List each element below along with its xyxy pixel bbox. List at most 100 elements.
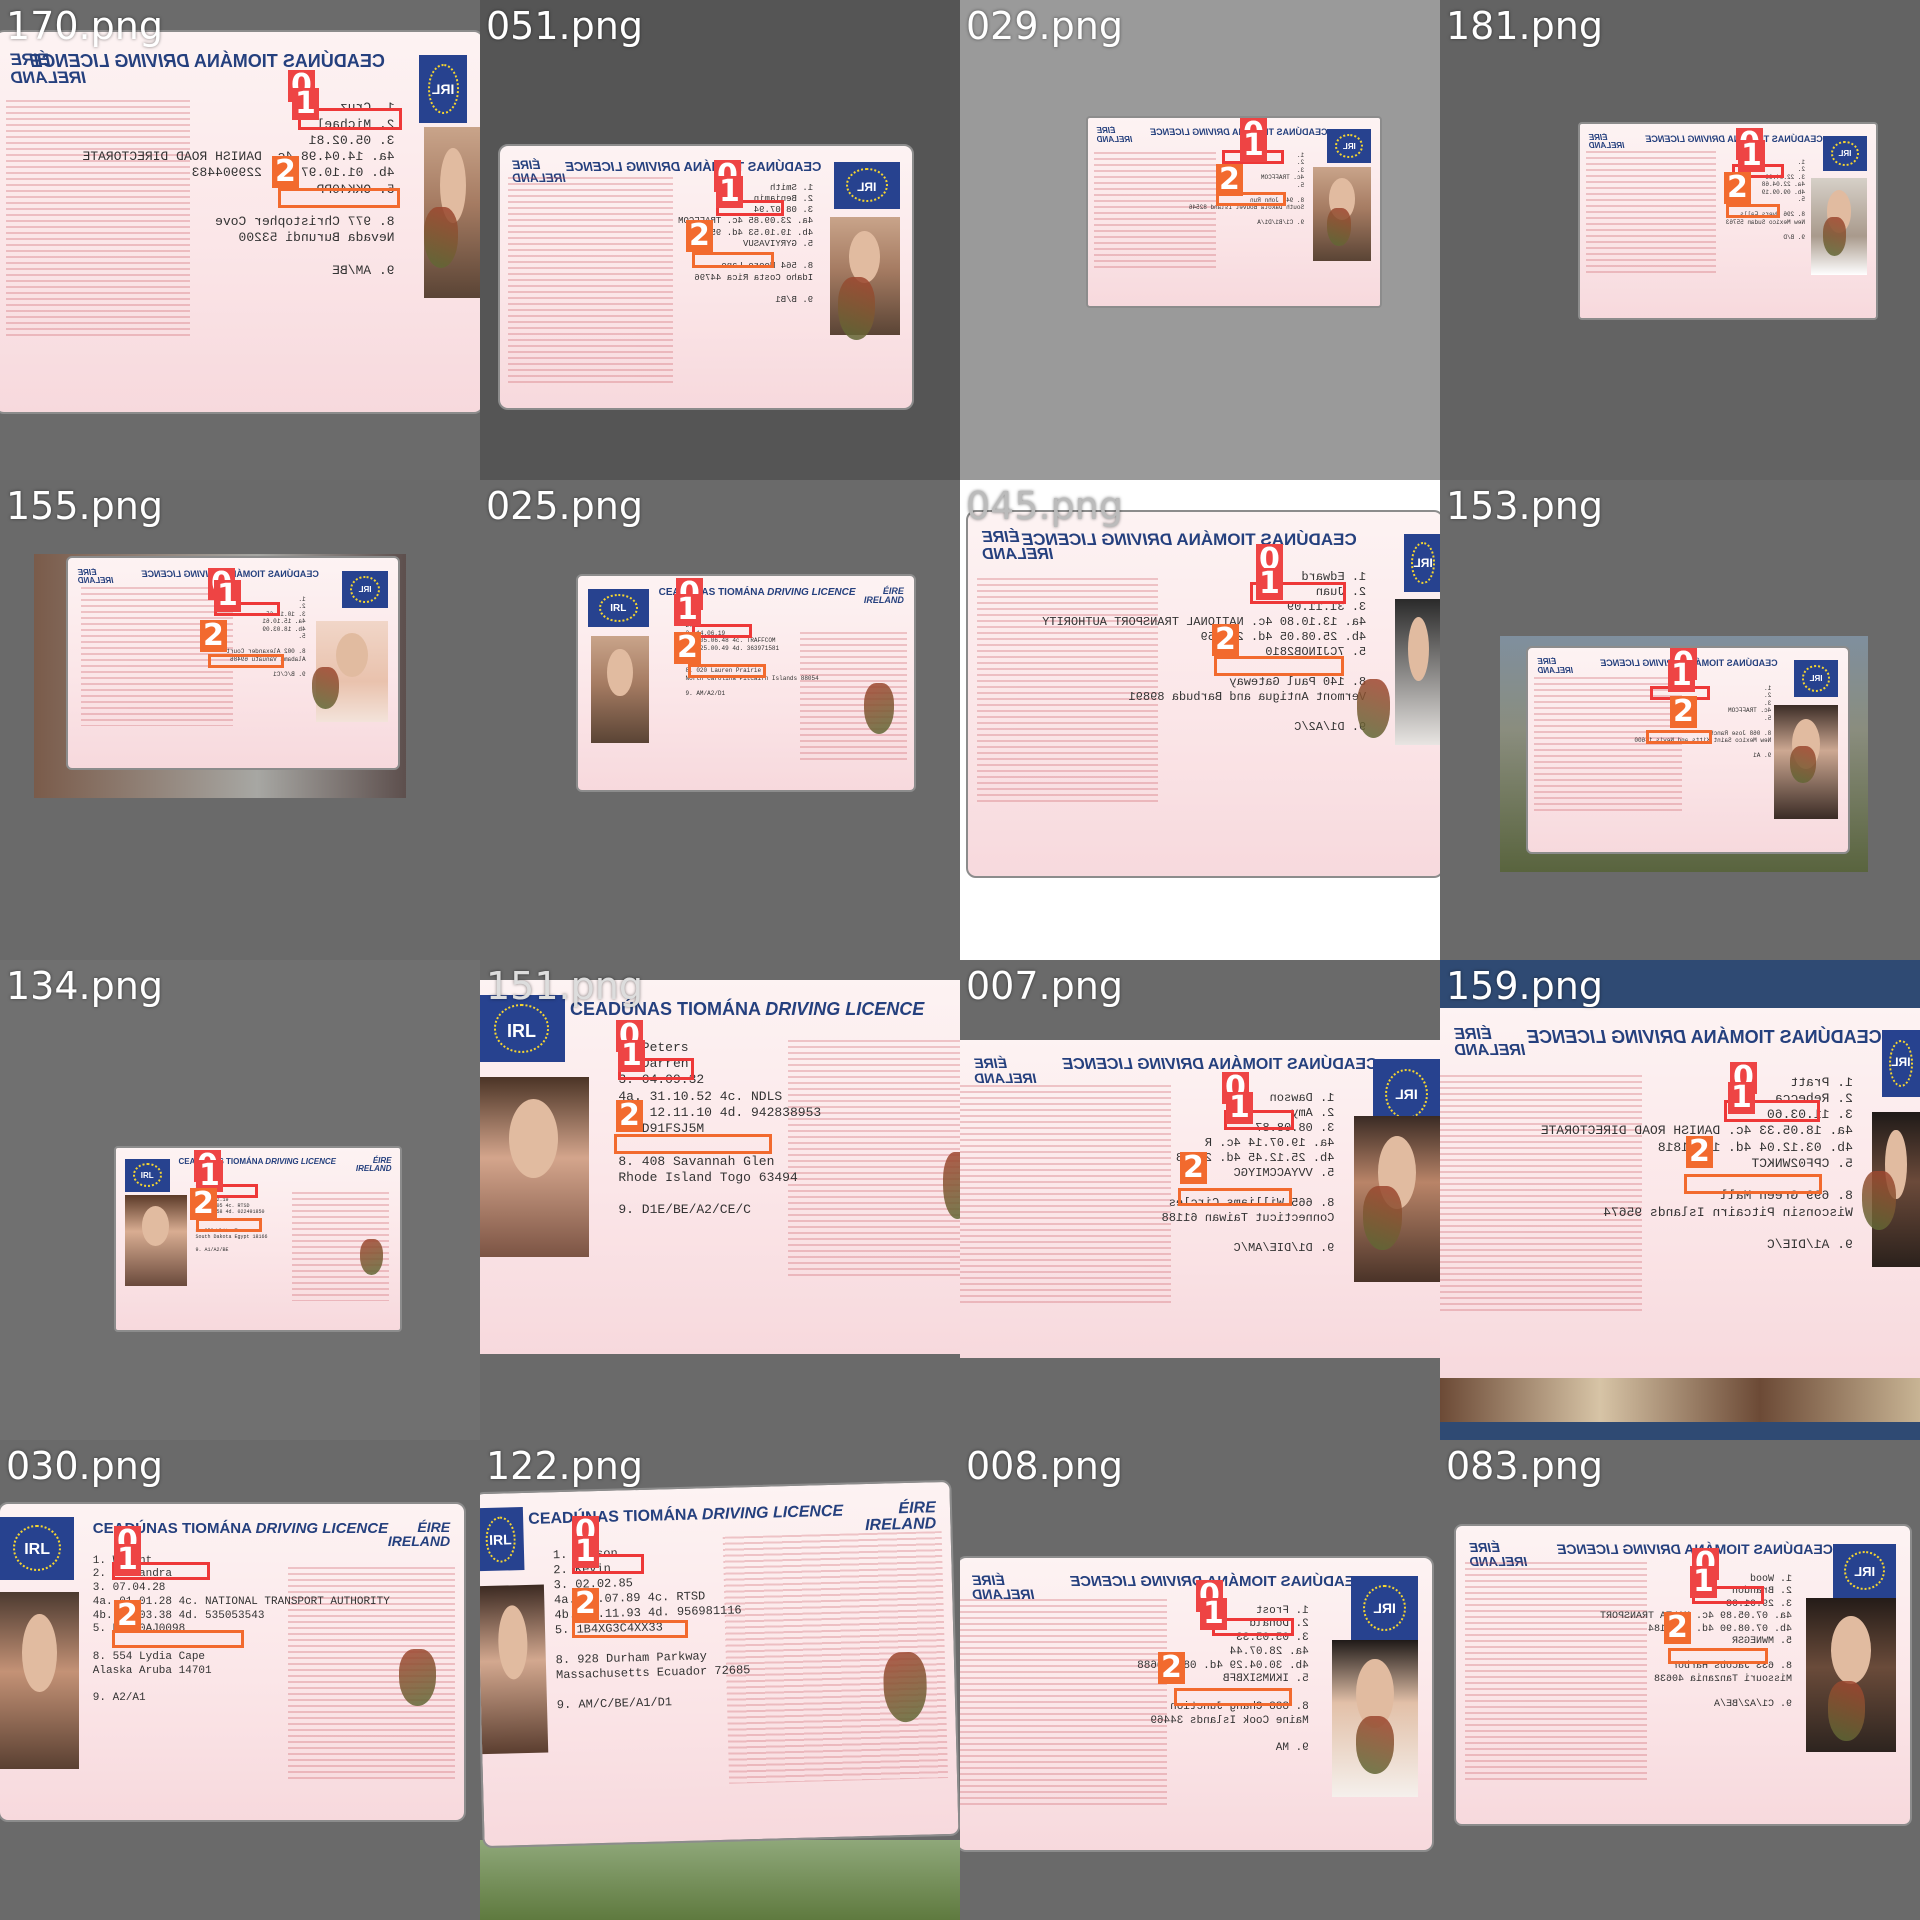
licence-field-line: 9. B/D — [1783, 233, 1805, 241]
licence-field-line: 4b. 09.09.19 — [1761, 188, 1805, 196]
licence-field-line: 8. 977 Christopher Cove — [215, 214, 395, 230]
licence-field-line: 9. A1/A2/BE — [195, 1246, 229, 1253]
licence-field-line: 2. Amy — [1291, 1105, 1335, 1120]
eu-flag-icon: IRL — [124, 1158, 170, 1192]
portrait-photo — [480, 1077, 590, 1257]
filename-label: 153.png — [1446, 484, 1603, 528]
filename-label: 045.png — [966, 484, 1123, 528]
licence-field-line: 8. 140 Paul Gateway — [1229, 675, 1367, 690]
harp-icon — [1363, 1186, 1402, 1250]
licence-field-line: 4a. 18.05.33 4c. DANISH ROAD DIRECTORATE — [1540, 1123, 1853, 1139]
eu-flag-icon: IRL — [588, 588, 649, 628]
bbox-label-2: 2 — [272, 156, 299, 188]
eu-flag-icon: IRL — [1793, 660, 1839, 697]
filename-label: 170.png — [6, 4, 163, 48]
bbox-label-2: 2 — [1158, 1652, 1185, 1684]
tile-008: 008.png CEADÚNAS TIOMÁNA DRIVING LICENCE… — [960, 1440, 1440, 1920]
licence-field-line: 1. Dawson — [1269, 1090, 1335, 1105]
portrait-photo — [480, 1584, 549, 1755]
licence-field-line: Vermont Antigua and Barbuda 89891 — [1128, 690, 1367, 705]
tile-134: 134.png CEADÚNAS TIOMÁNA DRIVING LICENCE… — [0, 960, 480, 1440]
licence-field-line: Maine Cook Islands 34469 — [1150, 1714, 1309, 1727]
filename-label: 122.png — [486, 1444, 643, 1488]
filename-label: 181.png — [1446, 4, 1603, 48]
licence-field-line: 4a. 05.06.48 4c. TRAFFCOM — [685, 637, 776, 645]
bbox-label-2: 2 — [1180, 1152, 1207, 1184]
bbox-label-1: 1 — [1226, 1092, 1253, 1124]
bbox-surname — [692, 624, 752, 638]
licence-field-line: 4a. 11.05 4c. RTSD — [195, 1203, 250, 1210]
eu-flag-icon: IRL — [1351, 1575, 1418, 1640]
licence-card: CEADÚNAS TIOMÁNA DRIVING LICENCE ÉIREIRE… — [114, 1146, 402, 1332]
licence-field-line: 9. A1 — [1753, 752, 1772, 760]
bbox-licence-number — [692, 252, 774, 268]
harp-icon — [1356, 1715, 1395, 1775]
harp-icon — [360, 1239, 383, 1276]
bbox-label-1: 1 — [1200, 1598, 1227, 1630]
licence-field-line: 3. 08.08.87 — [1255, 1120, 1335, 1135]
tile-025: 025.png CEADÚNAS TIOMÁNA DRIVING LICENCE… — [480, 480, 960, 960]
filename-label: 008.png — [966, 1444, 1123, 1488]
bbox-label-2: 2 — [114, 1600, 141, 1632]
bbox-surname — [1224, 1110, 1294, 1130]
licence-field-line: Nevada Burundi 53200 — [238, 230, 395, 246]
harp-icon — [942, 1152, 960, 1220]
licence-field-line: 8. 020 Lauren Prairie — [685, 667, 762, 675]
bbox-label-1: 1 — [1690, 1566, 1717, 1598]
licence-field-line: 1. Pratt — [1790, 1074, 1853, 1090]
licence-field-line: Rhode Island Togo 63494 — [618, 1169, 798, 1185]
bbox-label-2: 2 — [190, 1188, 217, 1220]
harp-icon — [837, 277, 875, 340]
bbox-label-2: 2 — [572, 1588, 599, 1620]
licence-field-line: 4b. 01.10.97 4d. 229904483 — [191, 165, 395, 181]
licence-field-line: 8. 554 Lydia Cape — [92, 1650, 206, 1663]
licence-field-line: Idaho Costa Rica 44796 — [694, 272, 814, 283]
licence-field-line: Connecticut Taiwan 61188 — [1161, 1210, 1335, 1225]
licence-field-line: 8. 408 Savannah Glen — [618, 1153, 775, 1169]
harp-icon — [423, 206, 458, 268]
eu-flag-icon: IRL — [833, 161, 900, 209]
licence-field-line: New Mexico Sudan 55763 — [1725, 218, 1805, 226]
harp-icon — [1822, 217, 1847, 256]
licence-field-line: 9. B/B1 — [775, 295, 814, 306]
licence-field-line: 1. Smith — [769, 182, 814, 193]
eu-flag-icon: IRL — [1327, 129, 1372, 164]
licence-field-line: 1. Peters — [618, 1039, 689, 1055]
bbox-label-1: 1 — [1738, 140, 1765, 172]
bbox-label-2: 2 — [1216, 164, 1243, 196]
bbox-label-1: 1 — [292, 88, 319, 120]
bbox-licence-number — [1646, 730, 1712, 744]
licence-field-line: 4a. 14.04.98 4c. DANISH ROAD DIRECTORATE — [82, 149, 395, 165]
licence-field-line: 9. AM/BE — [332, 262, 395, 278]
licence-field-line: 4b. 25.00.49 4d. 363971581 — [685, 644, 780, 652]
bbox-label-2: 2 — [1686, 1136, 1713, 1168]
licence-field-line: Alaska Aruba 14701 — [92, 1664, 212, 1677]
tile-045: 045.png CEADÚNAS TIOMÁNA DRIVING LICENCE… — [960, 480, 1440, 960]
bbox-licence-number — [278, 188, 400, 208]
harp-icon — [399, 1649, 437, 1707]
bbox-licence-number — [1684, 1174, 1822, 1194]
licence-field-line: 1. — [686, 615, 874, 623]
portrait-photo — [0, 1592, 79, 1770]
bbox-label-2: 2 — [1724, 172, 1751, 204]
filename-label: 083.png — [1446, 1444, 1603, 1488]
bbox-surname — [716, 200, 784, 216]
tile-029: 029.png CEADÚNAS TIOMÁNA DRIVING LICENCE… — [960, 0, 1440, 480]
tile-153: 153.png CEADÚNAS TIOMÁNA DRIVING LICENCE… — [1440, 480, 1920, 960]
licence-field-line: 9. MA — [1275, 1742, 1309, 1755]
licence-field-line: 9. A1/DIE/C — [1766, 1237, 1853, 1253]
harp-icon — [863, 683, 894, 735]
licence-field-line: 8. 296 Myers Falls — [1740, 211, 1805, 219]
eu-flag-icon: IRL — [1822, 135, 1868, 171]
bbox-label-2: 2 — [1212, 624, 1239, 656]
eu-flag-icon: IRL — [1832, 1543, 1897, 1598]
bbox-label-1: 1 — [1668, 660, 1695, 692]
licence-field-line: Missouri Tanzania 40638 — [1653, 1673, 1792, 1685]
bbox-label-1: 1 — [716, 176, 743, 208]
filename-label: 155.png — [6, 484, 163, 528]
bbox-licence-number — [1726, 204, 1780, 218]
licence-field-line: 9. A2/A1 — [92, 1692, 146, 1705]
bbox-surname — [1250, 582, 1346, 604]
